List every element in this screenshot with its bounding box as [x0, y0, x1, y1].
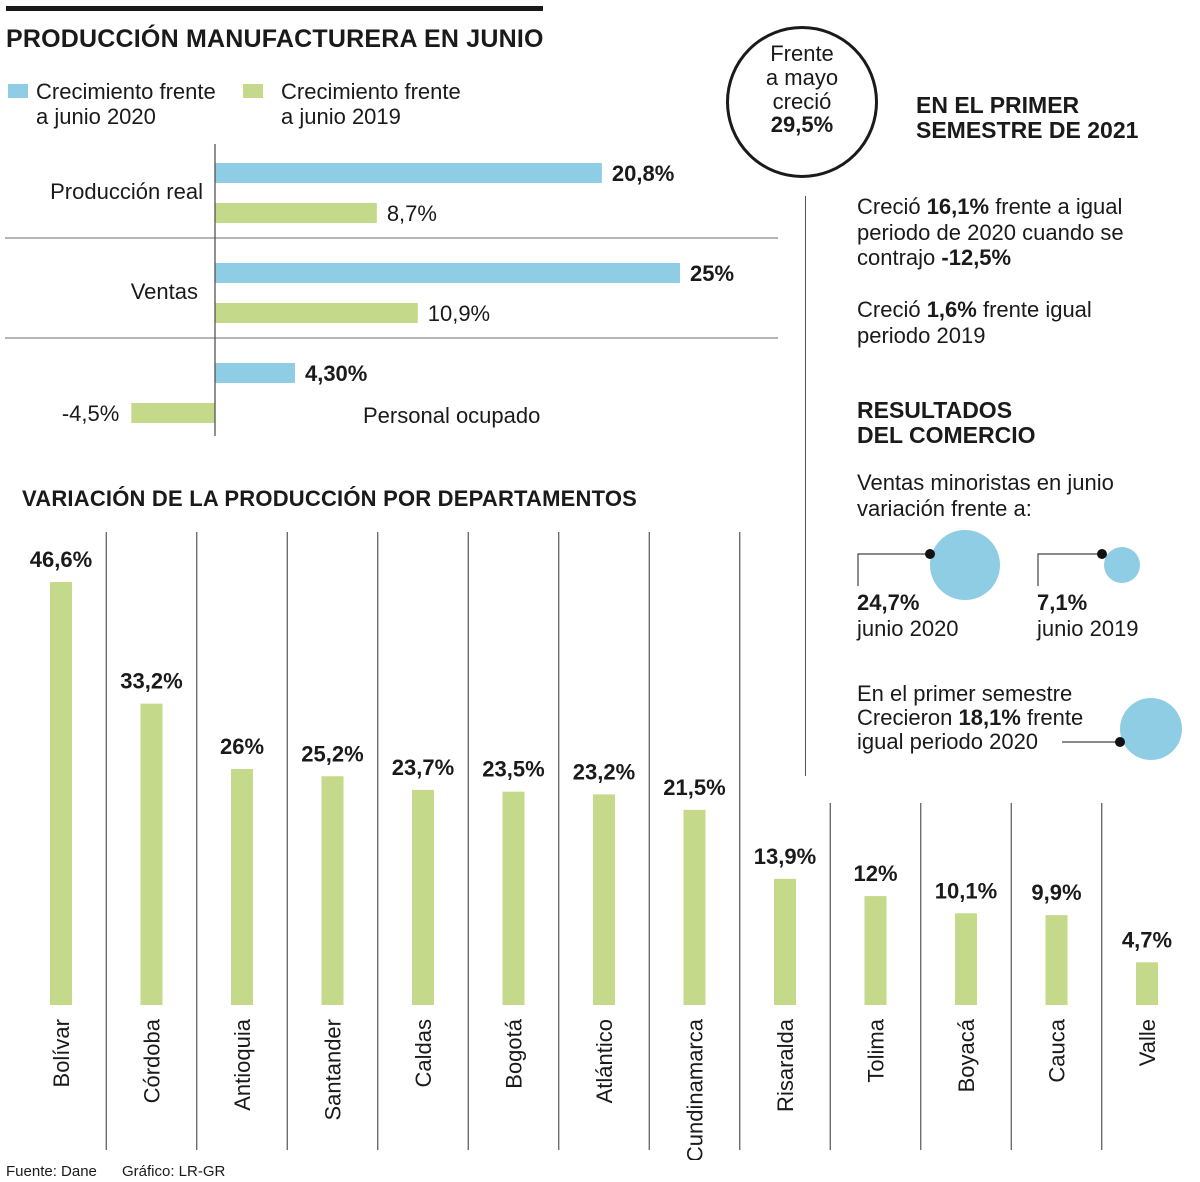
bubble-2019-text: 7,1% junio 2019 — [1037, 590, 1139, 641]
vcat-label-1: Córdoba — [140, 1018, 165, 1103]
vbar-label-7: 21,5% — [663, 775, 725, 800]
hcat-label-2: Personal ocupado — [363, 403, 540, 428]
bubble-2019-graphic — [1037, 547, 1140, 586]
mayo-callout-circle: Frente a mayo creció 29,5% — [726, 26, 878, 178]
hcat-label-1: Ventas — [131, 279, 198, 304]
callout-line-2: a mayo — [765, 64, 839, 90]
vbar-9 — [864, 896, 887, 1005]
departamentos-title: VARIACIÓN DE LA PRODUCCIÓN POR DEPARTAME… — [22, 486, 638, 511]
footer-credit: Gráfico: LR-GR — [122, 1163, 226, 1180]
hbar-label-1-1: 10,9% — [428, 301, 490, 326]
bubble-2020 — [930, 530, 1000, 600]
bubble-semestre-graphic — [1062, 698, 1182, 760]
vcat-label-9: Tolima — [864, 1018, 889, 1082]
vcat-label-0: Bolívar — [49, 1019, 74, 1087]
hbar-1-0 — [215, 263, 680, 283]
vbar-label-6: 23,2% — [573, 759, 635, 784]
footer-source: Fuente: Dane — [6, 1163, 97, 1180]
vbar-7 — [683, 809, 706, 1005]
legend-swatch-2019 — [243, 84, 263, 98]
vbar-label-12: 4,7% — [1122, 927, 1172, 952]
vbar-5 — [502, 791, 525, 1005]
vbar-3 — [321, 776, 344, 1005]
vertical-bar-chart: 46,6% Bolívar 33,2% Córdoba 26% Antioquia 25,2… — [30, 532, 1172, 1160]
page-title: PRODUCCIÓN MANUFACTURERA EN JUNIO — [6, 25, 544, 53]
callout-line-3: creció — [772, 88, 832, 114]
semestre-paragraph-2: Creció 1,6% frente igual periodo 2019 — [857, 297, 1092, 348]
vcat-label-6: Atlántico — [592, 1019, 617, 1103]
vbar-2 — [231, 768, 253, 1005]
vbar-8 — [774, 878, 796, 1005]
hbar-label-1-0: 25% — [690, 261, 734, 286]
vbar-label-8: 13,9% — [754, 844, 816, 869]
hcat-label-0: Producción real — [50, 179, 203, 204]
right-column-divider — [805, 196, 806, 776]
legend-label-2019: Crecimiento frente a junio 2019 — [281, 79, 461, 130]
vcat-label-8: Risaralda — [773, 1018, 798, 1112]
vcat-label-12: Valle — [1135, 1019, 1160, 1066]
bubble-2019-dot — [1097, 549, 1107, 559]
vbar-0 — [50, 582, 72, 1005]
vbar-6 — [593, 794, 615, 1005]
bubble-2020-text: 24,7% junio 2020 — [857, 590, 959, 641]
hbar-label-0-1: 8,7% — [387, 201, 437, 226]
vbar-label-1: 33,2% — [120, 669, 182, 694]
bubble-2019 — [1104, 547, 1140, 583]
bubble-semestre — [1120, 698, 1182, 760]
vcat-label-11: Cauca — [1045, 1018, 1070, 1082]
hbar-0-0 — [215, 163, 602, 183]
legend-label-2020: Crecimiento frente a junio 2020 — [36, 79, 216, 130]
vbar-label-10: 10,1% — [935, 878, 997, 903]
hbar-2-1 — [131, 403, 215, 423]
vbar-4 — [412, 789, 434, 1005]
hbar-label-2-0: 4,30% — [305, 361, 367, 386]
vcat-label-7: Cundinamarca — [683, 1018, 708, 1160]
bubble-semestre-dot — [1115, 737, 1125, 747]
vbar-label-11: 9,9% — [1031, 880, 1081, 905]
vcat-label-3: Santander — [321, 1019, 346, 1121]
vcat-label-4: Caldas — [411, 1019, 436, 1087]
vcat-label-2: Antioquia — [230, 1018, 255, 1111]
title-rule — [6, 6, 543, 11]
vbar-label-5: 23,5% — [482, 757, 544, 782]
vcat-label-10: Boyacá — [954, 1018, 979, 1092]
horizontal-bar-chart: 20,8% 8,7% Producción real 25% 10,9% Ventas 4,… — [5, 144, 778, 436]
semestre-heading: EN EL PRIMER SEMESTRE DE 2021 — [916, 92, 1139, 144]
comercio-heading: RESULTADOS DEL COMERCIO — [857, 397, 1036, 449]
vbar-10 — [955, 913, 977, 1005]
hbar-0-1 — [215, 203, 377, 223]
vbar-1 — [140, 703, 163, 1005]
hbar-label-2-1: -4,5% — [62, 401, 119, 426]
comercio-subtitle: Ventas minoristas en junio variación fre… — [857, 470, 1114, 521]
legend-swatch-2020 — [8, 84, 28, 98]
hbar-1-1 — [215, 303, 418, 323]
bubble-2020-dot — [925, 549, 935, 559]
callout-line-1: Frente — [770, 41, 834, 66]
vbar-label-9: 12% — [853, 861, 897, 886]
vcat-label-5: Bogotá — [502, 1018, 527, 1088]
vbar-label-3: 25,2% — [301, 741, 363, 766]
semestre-paragraph-1: Creció 16,1% frente a igual periodo de 2… — [857, 194, 1124, 271]
hbar-label-0-0: 20,8% — [612, 161, 674, 186]
hbar-2-0 — [215, 363, 295, 383]
vbar-11 — [1045, 915, 1068, 1005]
callout-value: 29,5% — [770, 112, 834, 138]
comercio-semestre-text: En el primer semestre Crecieron 18,1% fr… — [857, 681, 1084, 755]
bubble-2020-graphic — [857, 530, 1000, 600]
vbar-label-0: 46,6% — [30, 547, 92, 572]
vbar-12 — [1136, 962, 1158, 1005]
vbar-label-2: 26% — [220, 734, 264, 759]
vbar-label-4: 23,7% — [392, 755, 454, 780]
